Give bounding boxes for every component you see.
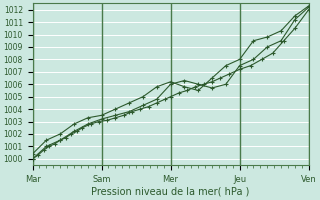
X-axis label: Pression niveau de la mer( hPa ): Pression niveau de la mer( hPa ) — [92, 187, 250, 197]
